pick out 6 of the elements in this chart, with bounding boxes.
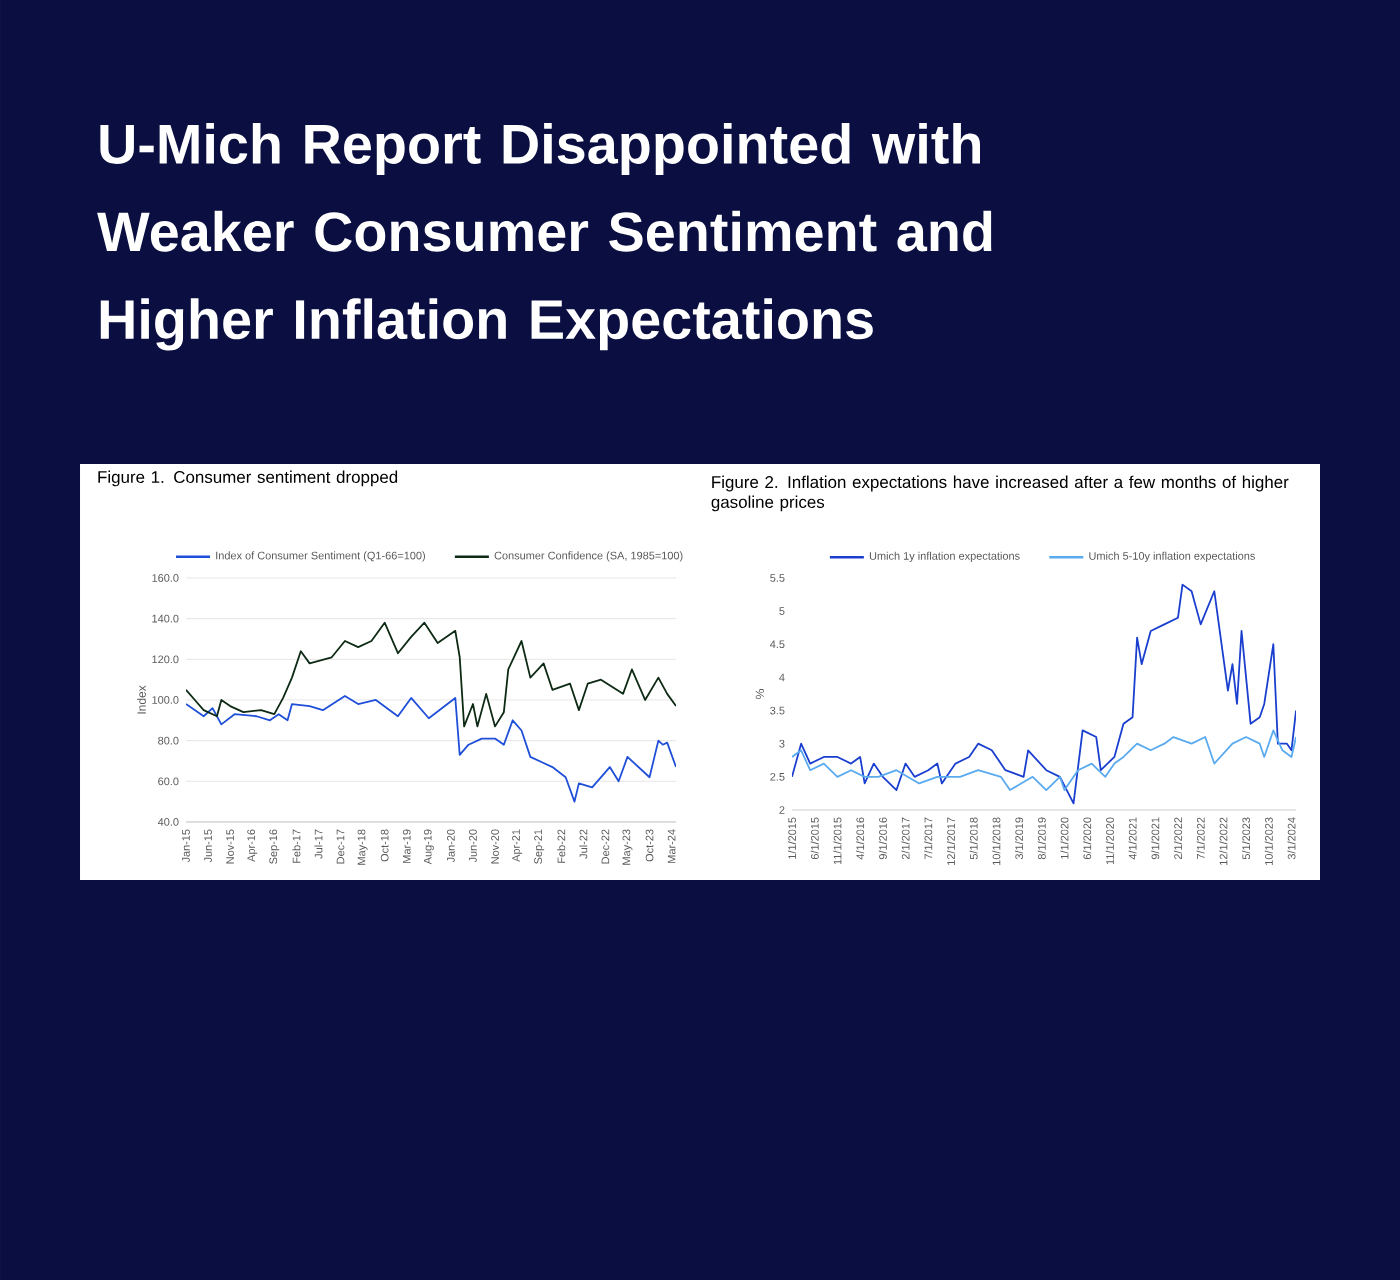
line-series — [792, 583, 1297, 805]
line-series — [186, 621, 677, 728]
line-series — [792, 729, 1297, 791]
text: U-Mich Report Disappointed with Weaker Consumer Sentiment and Higher Inflation Expectations — [97, 123, 992, 351]
chart-title: Figure 2. Inflation expectations have increased after a few months of higher gasoline prices — [711, 475, 1289, 512]
chart-title: Figure 1. Consumer sentiment dropped — [98, 470, 398, 487]
